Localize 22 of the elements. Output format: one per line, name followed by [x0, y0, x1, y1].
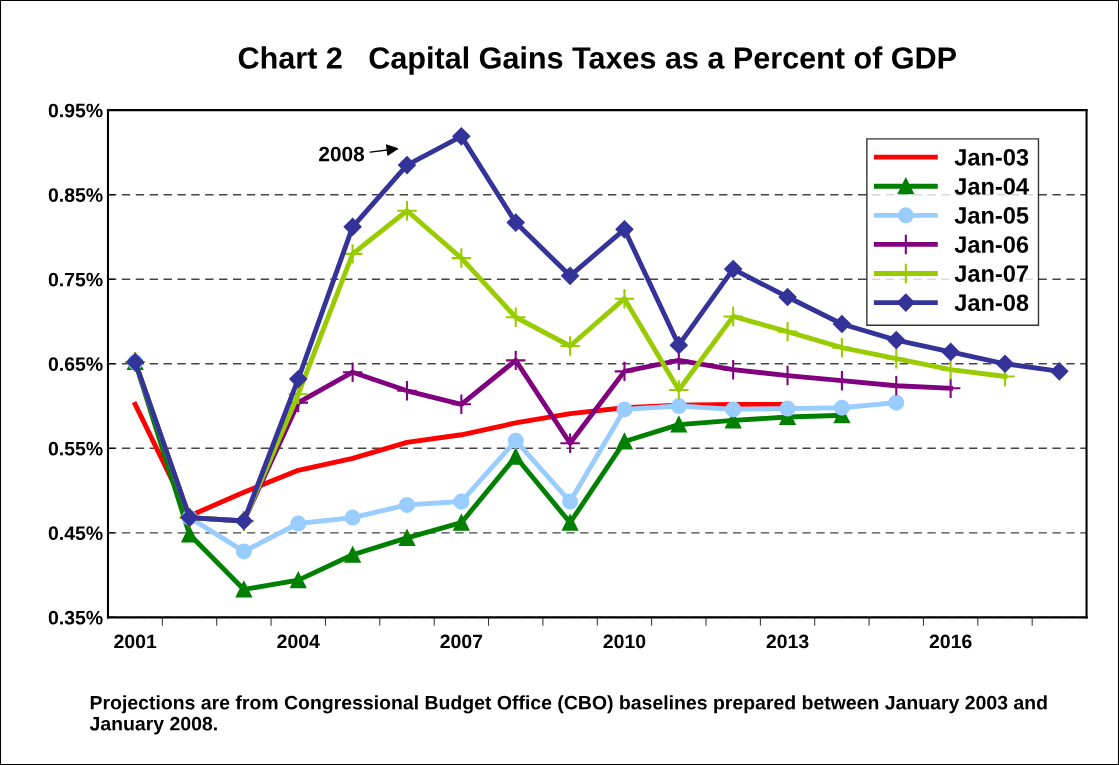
x-tick-label: 2001: [114, 634, 157, 649]
y-tick-label: 0.45%: [48, 526, 103, 541]
x-tick-label: 2007: [440, 634, 483, 649]
x-tick-label: 2010: [603, 634, 646, 649]
x-tick-label: 2004: [277, 634, 320, 649]
x-tick-label: 2013: [766, 634, 809, 649]
text: Projections are from Congressional Budget Office (CBO) baselines prepared between January 2003 and January 2008.: [89, 695, 1047, 735]
legend-label: Jan-04: [954, 178, 1029, 195]
legend-label: Jan-05: [954, 207, 1029, 224]
annotation: 2008: [319, 146, 365, 162]
legend-label: Jan-08: [954, 294, 1029, 312]
y-tick-label: 0.85%: [48, 188, 103, 202]
chart-title: Chart 2 Capital Gains Taxes as a Percent of GDP: [238, 46, 956, 75]
x-tick-label: 2016: [929, 634, 972, 649]
y-tick-label: 0.35%: [48, 610, 103, 625]
y-tick-label: 0.55%: [48, 441, 103, 456]
y-tick-label: 0.75%: [48, 272, 103, 287]
legend-label: Jan-03: [954, 148, 1029, 166]
y-tick-label: 0.95%: [48, 103, 103, 118]
legend-label: Jan-06: [954, 236, 1029, 253]
legend-label: Jan-07: [954, 265, 1028, 282]
y-tick-label: 0.65%: [48, 357, 103, 371]
